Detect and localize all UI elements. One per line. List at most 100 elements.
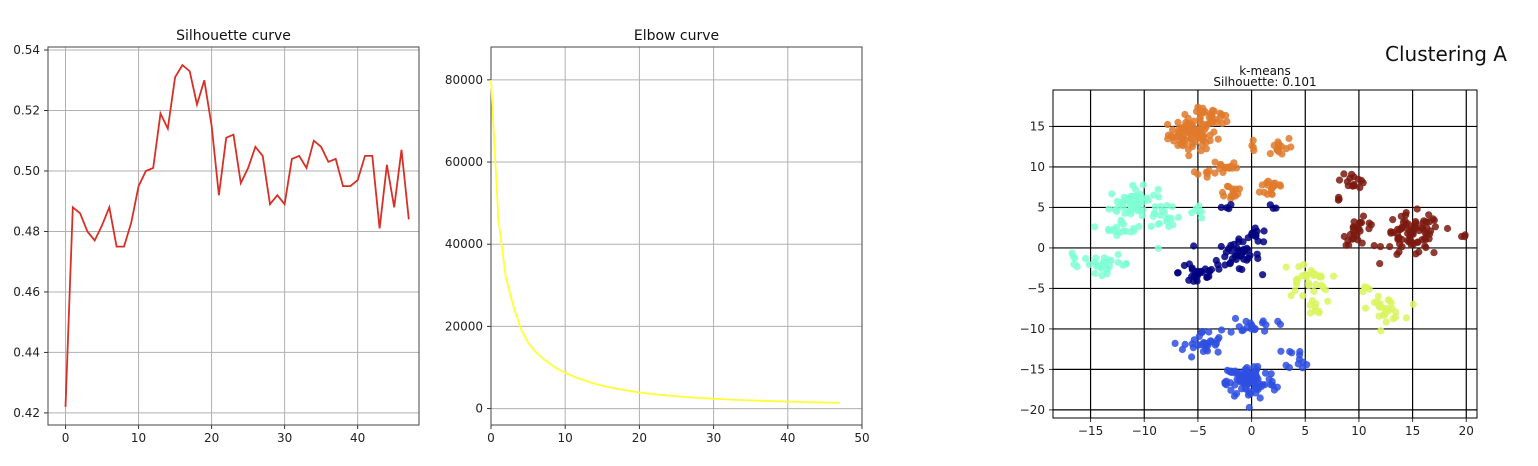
scatter-point	[1252, 389, 1260, 397]
scatter-point	[1344, 236, 1352, 245]
scatter-point	[1209, 106, 1217, 114]
scatter-point	[1296, 351, 1304, 359]
scatter-point	[1199, 120, 1207, 128]
scatter-point	[1082, 255, 1090, 263]
scatter-point	[1249, 143, 1257, 151]
scatter-point	[1132, 185, 1140, 194]
scatter-point	[1306, 301, 1314, 309]
chart-1: 0 10 20 30 40 50 0 20000 40000 60000 80000 Elbow cu…	[445, 28, 870, 445]
scatter-point	[1198, 327, 1206, 336]
y-tick-label: 0.52	[13, 104, 40, 118]
scatter-point	[1232, 185, 1240, 193]
scatter-point	[1291, 287, 1299, 295]
scatter-point	[1122, 259, 1130, 268]
scatter-point	[1422, 243, 1430, 252]
x-tick-label: −5	[1189, 424, 1207, 438]
chart-title: Elbow curve	[634, 28, 719, 44]
y-tick-label: 0.48	[13, 224, 40, 238]
scatter-point	[1413, 205, 1421, 213]
scatter-point	[1221, 378, 1229, 386]
scatter-point	[1151, 203, 1159, 211]
scatter-point	[1268, 190, 1276, 198]
y-tick-label: −5	[1027, 281, 1045, 295]
scatter-point	[1285, 134, 1293, 143]
scatter-point	[1127, 192, 1135, 200]
scatter-point	[1133, 205, 1141, 213]
scatter-point	[1260, 238, 1268, 246]
scatter-point	[1227, 328, 1235, 336]
scatter-point	[1203, 273, 1211, 281]
x-tick-label: −15	[1078, 424, 1103, 438]
cluster	[1334, 170, 1469, 268]
scatter-point	[1409, 300, 1417, 308]
cluster	[1164, 103, 1295, 203]
scatter-point	[1210, 128, 1218, 136]
x-tick-label: 20	[1459, 424, 1474, 438]
scatter-point	[1091, 223, 1099, 231]
scatter-point	[1171, 339, 1179, 347]
scatter-point	[1204, 120, 1212, 128]
scatter-point	[1231, 314, 1240, 323]
scatter-point	[1073, 263, 1081, 271]
y-tick-label: 0	[1037, 241, 1045, 255]
cluster	[1171, 314, 1311, 412]
scatter-point	[1191, 126, 1199, 134]
y-tick-label: 60000	[445, 155, 483, 169]
scatter-point	[1246, 319, 1254, 327]
scatter-point	[1317, 273, 1325, 281]
scatter-point	[1426, 230, 1434, 238]
plot-frame	[47, 46, 420, 426]
scatter-point	[1174, 269, 1182, 277]
scatter-point	[1205, 267, 1213, 275]
scatter-point	[1200, 132, 1208, 140]
scatter-point	[1285, 364, 1293, 372]
scatter-point	[1399, 218, 1407, 226]
scatter-point	[1431, 223, 1439, 231]
scatter-point	[1247, 325, 1255, 333]
scatter-point	[1185, 260, 1193, 268]
cluster	[1068, 181, 1206, 280]
y-tick-label: 10	[1030, 160, 1045, 174]
scatter-point	[1376, 260, 1384, 268]
scatter-point	[1356, 227, 1364, 235]
scatter-point	[1357, 176, 1366, 185]
scatter-point	[1202, 168, 1210, 176]
y-tick-label: 0.44	[13, 345, 40, 359]
scatter-point	[1104, 225, 1113, 233]
scatter-point	[1350, 182, 1358, 190]
scatter-point	[1271, 179, 1279, 187]
scatter-point	[1185, 152, 1193, 160]
x-tick-label: 10	[1351, 424, 1366, 438]
scatter-point	[1178, 345, 1186, 354]
y-tick-label: 80000	[445, 73, 483, 87]
scatter-point	[1392, 308, 1400, 316]
scatter-point	[1208, 338, 1216, 346]
scatter-point	[1147, 222, 1155, 230]
chart-2: −15 −10 −5 0 5 10 15 20 −20 −15 −10 −5 0 5 10 15 k-means…	[1020, 42, 1508, 438]
plot-frame	[1052, 89, 1478, 419]
scatter-point	[1233, 375, 1241, 383]
y-tick-label: 0.42	[13, 406, 40, 420]
scatter-point	[1335, 176, 1344, 184]
scatter-point	[1335, 193, 1343, 201]
x-tick-label: 20	[632, 431, 647, 445]
scatter-point	[1256, 394, 1264, 402]
scatter-point	[1350, 230, 1358, 238]
scatter-point	[1410, 220, 1418, 229]
scatter-point	[1402, 314, 1411, 322]
scatter-point	[1227, 386, 1235, 394]
scatter-point	[1245, 403, 1253, 412]
scatter-point	[1277, 347, 1285, 355]
scatter-point	[1430, 249, 1438, 257]
scatter-point	[1377, 327, 1385, 335]
scatter-point	[1238, 327, 1246, 335]
scatter-point	[1292, 275, 1301, 284]
scatter-point	[1252, 231, 1260, 239]
scatter-point	[1274, 317, 1282, 325]
scatter-point	[1430, 216, 1438, 224]
scatter-point	[1382, 318, 1390, 326]
scatter-point	[1196, 109, 1204, 117]
scatter-point	[1122, 227, 1130, 235]
scatter-point	[1187, 120, 1195, 128]
scatter-point	[1197, 147, 1205, 155]
